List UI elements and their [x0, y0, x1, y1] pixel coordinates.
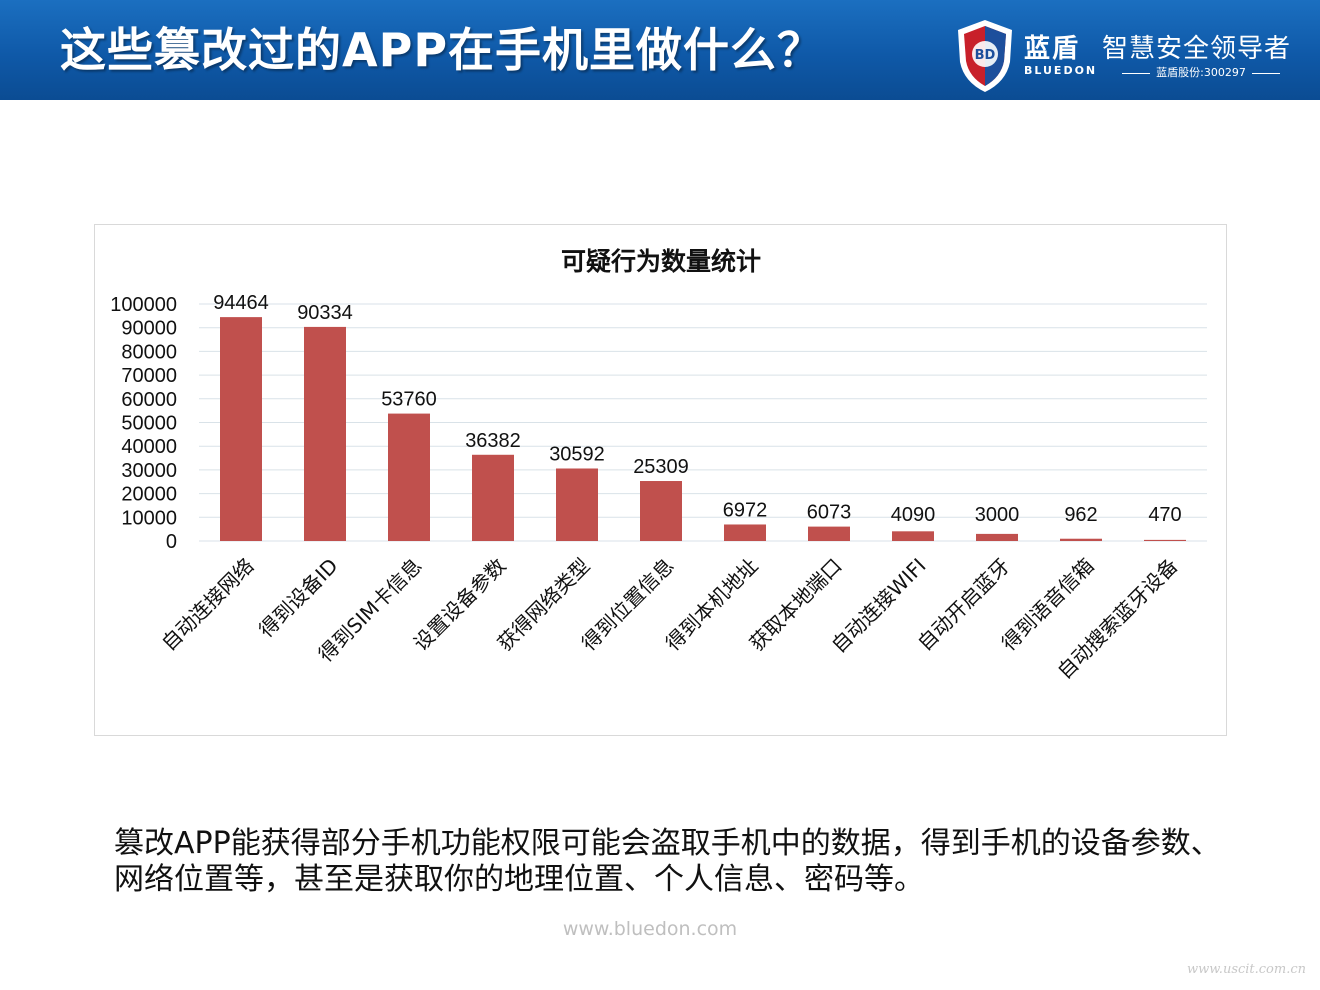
bar-10 — [976, 533, 1018, 541]
watermark-text: www.uscit.com.cn — [1186, 962, 1306, 977]
data-label: 53760 — [381, 389, 437, 411]
data-label: 962 — [1064, 504, 1097, 526]
data-label: 4090 — [891, 504, 936, 526]
website-footer: www.bluedon.com — [562, 918, 738, 940]
y-tick-label: 70000 — [121, 365, 177, 387]
bar-9 — [892, 531, 934, 541]
bar-7 — [724, 524, 766, 541]
data-label: 6073 — [807, 502, 852, 524]
bar-2 — [304, 326, 346, 541]
data-label: 30592 — [549, 443, 605, 465]
y-tick-label: 100000 — [110, 294, 177, 316]
bar-6 — [640, 481, 682, 541]
header-banner: 这些篡改过的APP在手机里做什么？ BD 蓝盾 BLUEDON 智慧安全领导者 … — [0, 0, 1320, 100]
divider — [1122, 72, 1151, 74]
bar-11 — [1060, 538, 1102, 541]
chart-panel: 可疑行为数量统计 0 10000 20000 30000 40000 50000 60000… — [94, 224, 1227, 736]
y-tick-label: 50000 — [121, 413, 177, 435]
y-tick-label: 0 — [166, 531, 177, 553]
data-label: 36382 — [465, 430, 521, 452]
shield-icon: BD — [958, 20, 1012, 92]
brand-name-cn: 蓝盾 — [1024, 34, 1081, 64]
slide-title: 这些篡改过的APP在手机里做什么？ — [60, 23, 825, 77]
data-label: 25309 — [633, 456, 689, 478]
shield-mark: BD — [975, 48, 996, 63]
y-tick-label: 60000 — [121, 389, 177, 411]
stock-code: 蓝盾股份:300297 — [1102, 64, 1300, 80]
divider — [1251, 72, 1280, 74]
brand-slogan: 智慧安全领导者 — [1102, 34, 1292, 64]
y-tick-label: 10000 — [121, 507, 177, 529]
stock-code-text: 蓝盾股份:300297 — [1156, 66, 1246, 79]
bar-1 — [220, 317, 262, 541]
y-tick-label: 90000 — [121, 318, 177, 340]
x-tick-label: 自动连接网络 — [157, 554, 259, 656]
x-tick-label: 得到设备ID — [254, 554, 343, 643]
bar-chart: 可疑行为数量统计 0100002000030000400005000060000… — [110, 247, 1207, 684]
data-label: 94464 — [213, 292, 269, 314]
y-tick-label: 80000 — [121, 341, 177, 363]
bar-12 — [1144, 539, 1186, 541]
brand-name-en: BLUEDON — [1024, 64, 1098, 77]
data-label: 470 — [1148, 504, 1181, 526]
data-label: 90334 — [297, 302, 353, 324]
bar-3 — [388, 413, 430, 541]
description-text: 篡改APP能获得部分手机功能权限可能会盗取手机中的数据，得到手机的设备参数、网络… — [114, 826, 1221, 897]
data-label: 6972 — [723, 499, 768, 521]
y-tick-label: 20000 — [121, 484, 177, 506]
y-tick-label: 30000 — [121, 460, 177, 482]
bluedon-logo: BD 蓝盾 BLUEDON 智慧安全领导者 蓝盾股份:300297 — [956, 18, 1306, 94]
bar-5 — [556, 468, 598, 541]
data-label: 3000 — [975, 504, 1020, 526]
y-tick-label: 40000 — [121, 436, 177, 458]
bar-4 — [472, 454, 514, 541]
chart-title: 可疑行为数量统计 — [561, 247, 761, 276]
bar-8 — [808, 526, 850, 541]
